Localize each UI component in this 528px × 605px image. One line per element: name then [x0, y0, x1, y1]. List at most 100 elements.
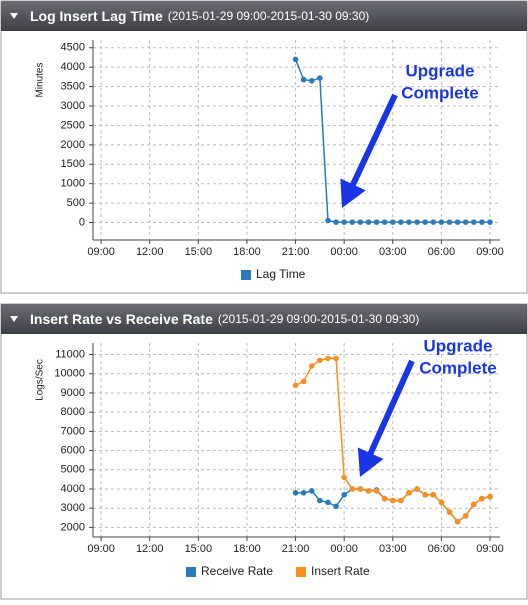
data-point — [479, 219, 485, 225]
x-tick-label: 09:00 — [87, 543, 115, 555]
data-point — [381, 495, 388, 502]
x-tick-label: 15:00 — [185, 543, 213, 555]
data-point — [325, 499, 331, 506]
panel-title-text: Insert Rate vs Receive Rate — [30, 311, 213, 327]
data-point — [308, 77, 315, 84]
annotation-arrow — [357, 359, 415, 477]
panel-title: Insert Rate vs Receive Rate (2015-01-29 0… — [30, 311, 419, 327]
data-point — [308, 488, 315, 494]
y-axis-label: Logs/Sec — [35, 359, 46, 401]
data-point — [462, 513, 469, 519]
legend-swatch — [186, 567, 196, 577]
legend-swatch — [241, 270, 251, 280]
data-point — [454, 219, 461, 225]
data-point — [398, 497, 404, 504]
data-point — [373, 488, 380, 494]
data-point — [398, 219, 404, 225]
data-point — [341, 474, 347, 481]
data-point — [414, 486, 420, 492]
x-tick-label: 06:00 — [428, 246, 456, 258]
data-point — [317, 357, 323, 364]
collapse-icon — [10, 13, 18, 19]
data-point — [454, 518, 461, 525]
y-tick-label: 10000 — [54, 368, 85, 380]
data-point — [406, 219, 412, 225]
chart-panel: Insert Rate vs Receive Rate (2015-01-29 0… — [0, 303, 528, 600]
data-point — [438, 499, 445, 506]
y-tick-label: 2000 — [61, 521, 85, 533]
data-point — [357, 219, 364, 225]
data-point — [349, 486, 356, 492]
data-point — [471, 219, 477, 225]
data-point — [341, 219, 347, 225]
data-point — [365, 488, 372, 494]
y-tick-label: 1500 — [61, 158, 85, 170]
panel-title-text: Log Insert Lag Time — [30, 8, 163, 24]
y-tick-label: 4500 — [61, 42, 85, 54]
x-tick-label: 00:00 — [330, 246, 358, 258]
y-tick-label: 9000 — [61, 387, 85, 399]
collapse-icon — [10, 316, 18, 322]
data-point — [308, 363, 315, 369]
y-tick-label: 3500 — [61, 81, 85, 93]
annotation-text: Complete — [401, 83, 478, 102]
data-point — [325, 217, 331, 224]
legend-swatch — [296, 567, 306, 577]
data-point — [325, 355, 331, 362]
data-point — [341, 491, 347, 498]
annotation-arrow — [340, 93, 398, 208]
data-point — [292, 490, 299, 496]
data-point — [300, 490, 307, 496]
y-tick-label: 6000 — [61, 444, 85, 456]
y-tick-label: 2500 — [61, 119, 85, 131]
x-tick-label: 09:00 — [476, 246, 504, 258]
y-tick-label: 500 — [67, 197, 85, 209]
data-point — [300, 76, 307, 83]
data-point — [406, 490, 412, 496]
x-tick-label: 18:00 — [233, 246, 261, 258]
y-tick-label: 4000 — [61, 61, 85, 73]
data-point — [414, 219, 420, 225]
x-tick-label: 06:00 — [428, 543, 456, 555]
panel-border — [0, 303, 528, 600]
y-tick-label: 3000 — [61, 502, 85, 514]
panel-header — [1, 304, 527, 334]
panel-subtitle: (2015-01-29 09:00-2015-01-30 09:30) — [218, 312, 419, 326]
y-tick-label: 0 — [79, 216, 85, 228]
annotation-text: Complete — [419, 358, 496, 377]
y-tick-label: 11000 — [55, 348, 85, 360]
y-axis-label: Minutes — [35, 62, 46, 97]
panel-subtitle: (2015-01-29 09:00-2015-01-30 09:30) — [168, 9, 369, 23]
data-point — [317, 497, 323, 504]
data-point — [471, 501, 477, 508]
x-tick-label: 00:00 — [330, 543, 358, 555]
y-tick-label: 5000 — [61, 464, 85, 476]
data-point — [487, 219, 493, 225]
data-point — [446, 509, 453, 515]
data-point — [462, 219, 469, 225]
data-point — [333, 355, 339, 362]
panel-header — [1, 1, 527, 31]
data-point — [349, 219, 356, 225]
data-point — [430, 219, 437, 225]
data-point — [438, 219, 445, 225]
data-point — [389, 219, 396, 225]
data-point — [430, 491, 437, 498]
y-tick-label: 1000 — [61, 178, 85, 190]
x-tick-label: 03:00 — [379, 246, 407, 258]
y-tick-label: 8000 — [61, 406, 85, 418]
data-point — [300, 378, 307, 385]
legend-label: Receive Rate — [201, 564, 273, 578]
data-point — [422, 219, 428, 225]
data-point — [422, 491, 428, 498]
data-point — [389, 497, 396, 504]
x-tick-label: 21:00 — [282, 246, 310, 258]
legend-label: Lag Time — [256, 267, 306, 281]
data-point — [292, 382, 299, 389]
panel-title: Log Insert Lag Time (2015-01-29 09:00-201… — [30, 8, 369, 24]
y-tick-label: 4000 — [61, 483, 85, 495]
x-tick-label: 09:00 — [87, 246, 115, 258]
x-tick-label: 12:00 — [136, 543, 164, 555]
x-tick-label: 03:00 — [379, 543, 407, 555]
